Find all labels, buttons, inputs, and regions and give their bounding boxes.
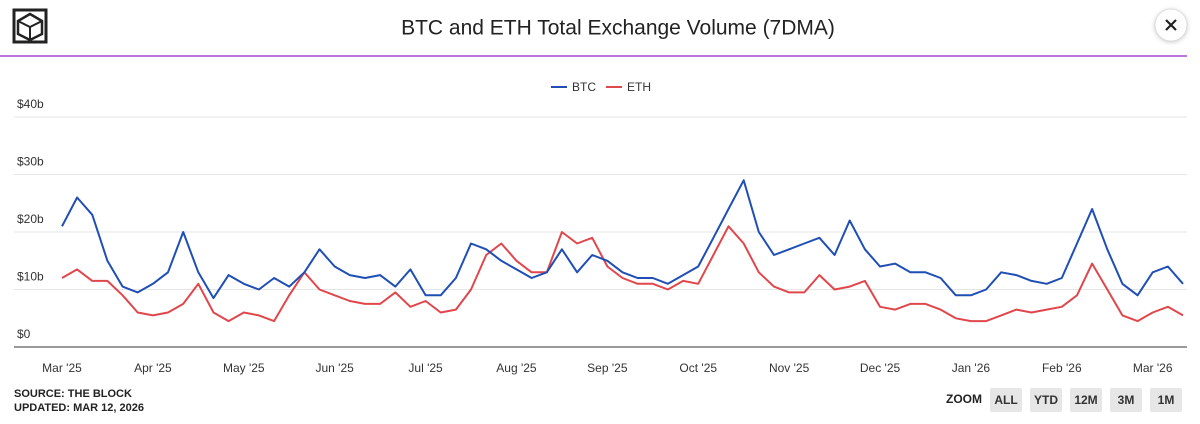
x-tick-label: Jan '26 (952, 361, 991, 375)
updated: UPDATED: MAR 12, 2026 (14, 402, 144, 414)
zoom-button-bg (990, 388, 1022, 412)
zoom-button[interactable]: 12M (1070, 388, 1102, 412)
chart-title: BTC and ETH Total Exchange Volume (7DMA) (401, 17, 835, 40)
zoom-button-label: 3M (1118, 393, 1135, 407)
y-tick-label: $30b (17, 155, 44, 169)
x-tick-label: Feb '26 (1042, 361, 1082, 375)
y-tick-label: $20b (17, 212, 44, 226)
series-line (61, 179, 1184, 300)
close-button[interactable] (1154, 8, 1188, 42)
zoom-button[interactable]: 3M (1110, 388, 1142, 412)
x-tick-label: Aug '25 (496, 361, 537, 375)
zoom-button-bg (1070, 388, 1102, 412)
x-tick-label: Mar '25 (42, 361, 82, 375)
y-tick-label: $0 (17, 327, 31, 341)
zoom-button-label: 12M (1074, 393, 1097, 407)
zoom-button-bg (1110, 388, 1142, 412)
logo (12, 8, 48, 44)
legend-label: BTC (572, 80, 596, 94)
x-tick-label: Jul '25 (408, 361, 443, 375)
y-tick-label: $10b (17, 270, 44, 284)
zoom-button-bg (1150, 388, 1182, 412)
zoom-button-label: YTD (1034, 393, 1058, 407)
y-tick-label: $40b (17, 97, 44, 111)
series-line (61, 225, 1184, 323)
legend-label: ETH (627, 80, 651, 94)
source: SOURCE: THE BLOCK (14, 388, 132, 400)
zoom-button[interactable]: ALL (990, 388, 1022, 412)
x-tick-label: Oct '25 (679, 361, 717, 375)
x-tick-label: Sep '25 (587, 361, 628, 375)
x-tick-label: Apr '25 (134, 361, 172, 375)
x-tick-label: Nov '25 (769, 361, 810, 375)
x-tick-label: May '25 (223, 361, 265, 375)
zoom-button[interactable]: YTD (1030, 388, 1062, 412)
zoom-button-bg (1030, 388, 1062, 412)
zoom-button-label: 1M (1158, 393, 1175, 407)
zoom-button[interactable]: 1M (1150, 388, 1182, 412)
x-tick-label: Jun '25 (316, 361, 355, 375)
zoom-label: ZOOM (946, 392, 982, 406)
zoom-button-label: ALL (994, 393, 1017, 407)
x-tick-label: Mar '26 (1133, 361, 1173, 375)
x-tick-label: Dec '25 (860, 361, 901, 375)
